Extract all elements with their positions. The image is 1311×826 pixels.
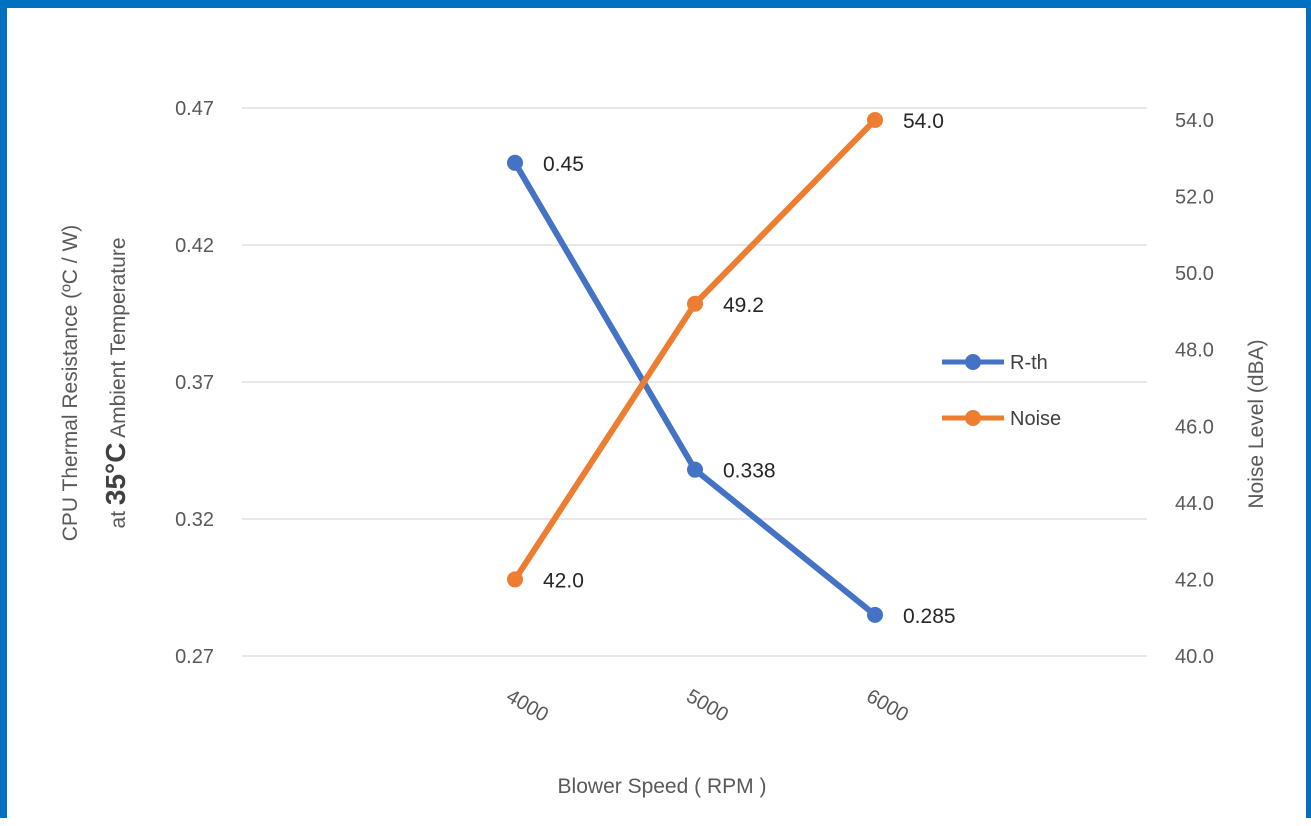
right-tick-label: 46.0 — [1175, 416, 1214, 438]
left-axis-subtitle: at 35°C Ambient Temperature — [100, 238, 131, 529]
left-axis-title-line1: CPU Thermal Resistance (ºC / W) — [59, 225, 82, 542]
data-point — [867, 112, 883, 128]
legend: R-th Noise — [942, 352, 1061, 430]
data-point — [507, 154, 523, 171]
line-chart: 0.27 0.32 0.37 0.42 0.47 40.0 42.0 44.0 46.0 48.… — [59, 98, 1268, 798]
left-axis-title: CPU Thermal Resistance (ºC / W) — [59, 225, 82, 542]
left-tick-label: 0.37 — [175, 372, 214, 394]
right-tick-label: 50.0 — [1175, 263, 1214, 285]
series-line-r-th — [512, 159, 878, 618]
x-tick-label: 4000 — [503, 685, 553, 726]
gridlines — [242, 107, 1147, 657]
x-tick-label: 6000 — [863, 685, 913, 726]
legend-rth-label: R-th — [1010, 352, 1048, 374]
left-tick-label: 0.47 — [175, 98, 214, 120]
data-label: 42.0 — [543, 569, 584, 592]
svg-text:Noise Level (dBA): Noise Level (dBA) — [1245, 339, 1268, 508]
left-axis-title-line2: at 35°C Ambient Temperature — [100, 238, 131, 529]
left-axis-ticks: 0.27 0.32 0.37 0.42 0.47 — [175, 98, 214, 668]
data-label: 49.2 — [723, 294, 764, 317]
x-tick-label: 5000 — [683, 685, 733, 726]
data-label: 0.338 — [723, 460, 776, 483]
data-labels: 0.45 0.338 0.285 42.0 49.2 54.0 — [543, 110, 956, 628]
right-tick-label: 42.0 — [1175, 569, 1214, 591]
data-point — [687, 295, 703, 312]
data-point — [507, 571, 523, 588]
data-point — [687, 461, 703, 478]
legend-noise-label: Noise — [1010, 408, 1061, 430]
x-axis-title: Blower Speed ( RPM ) — [558, 775, 767, 798]
series-line-noise — [512, 117, 878, 583]
data-label: 0.285 — [903, 605, 956, 628]
right-tick-label: 48.0 — [1175, 340, 1214, 362]
legend-noise-marker — [965, 410, 981, 426]
right-tick-label: 40.0 — [1175, 646, 1214, 668]
right-tick-label: 52.0 — [1175, 187, 1214, 209]
left-tick-label: 0.42 — [175, 235, 214, 257]
right-tick-label: 44.0 — [1175, 493, 1214, 515]
data-label: 54.0 — [903, 110, 944, 133]
right-tick-label: 54.0 — [1175, 110, 1214, 132]
series-layer — [507, 112, 883, 623]
x-axis-ticks: 4000 5000 6000 — [503, 685, 913, 726]
right-axis-ticks: 40.0 42.0 44.0 46.0 48.0 50.0 52.0 54.0 — [1175, 110, 1214, 668]
legend-rth-marker — [965, 354, 981, 370]
data-point — [867, 606, 883, 623]
left-tick-label: 0.27 — [175, 646, 214, 668]
right-axis-title: Noise Level (dBA) — [1245, 339, 1268, 508]
data-label: 0.45 — [543, 153, 584, 176]
left-tick-label: 0.32 — [175, 509, 214, 531]
